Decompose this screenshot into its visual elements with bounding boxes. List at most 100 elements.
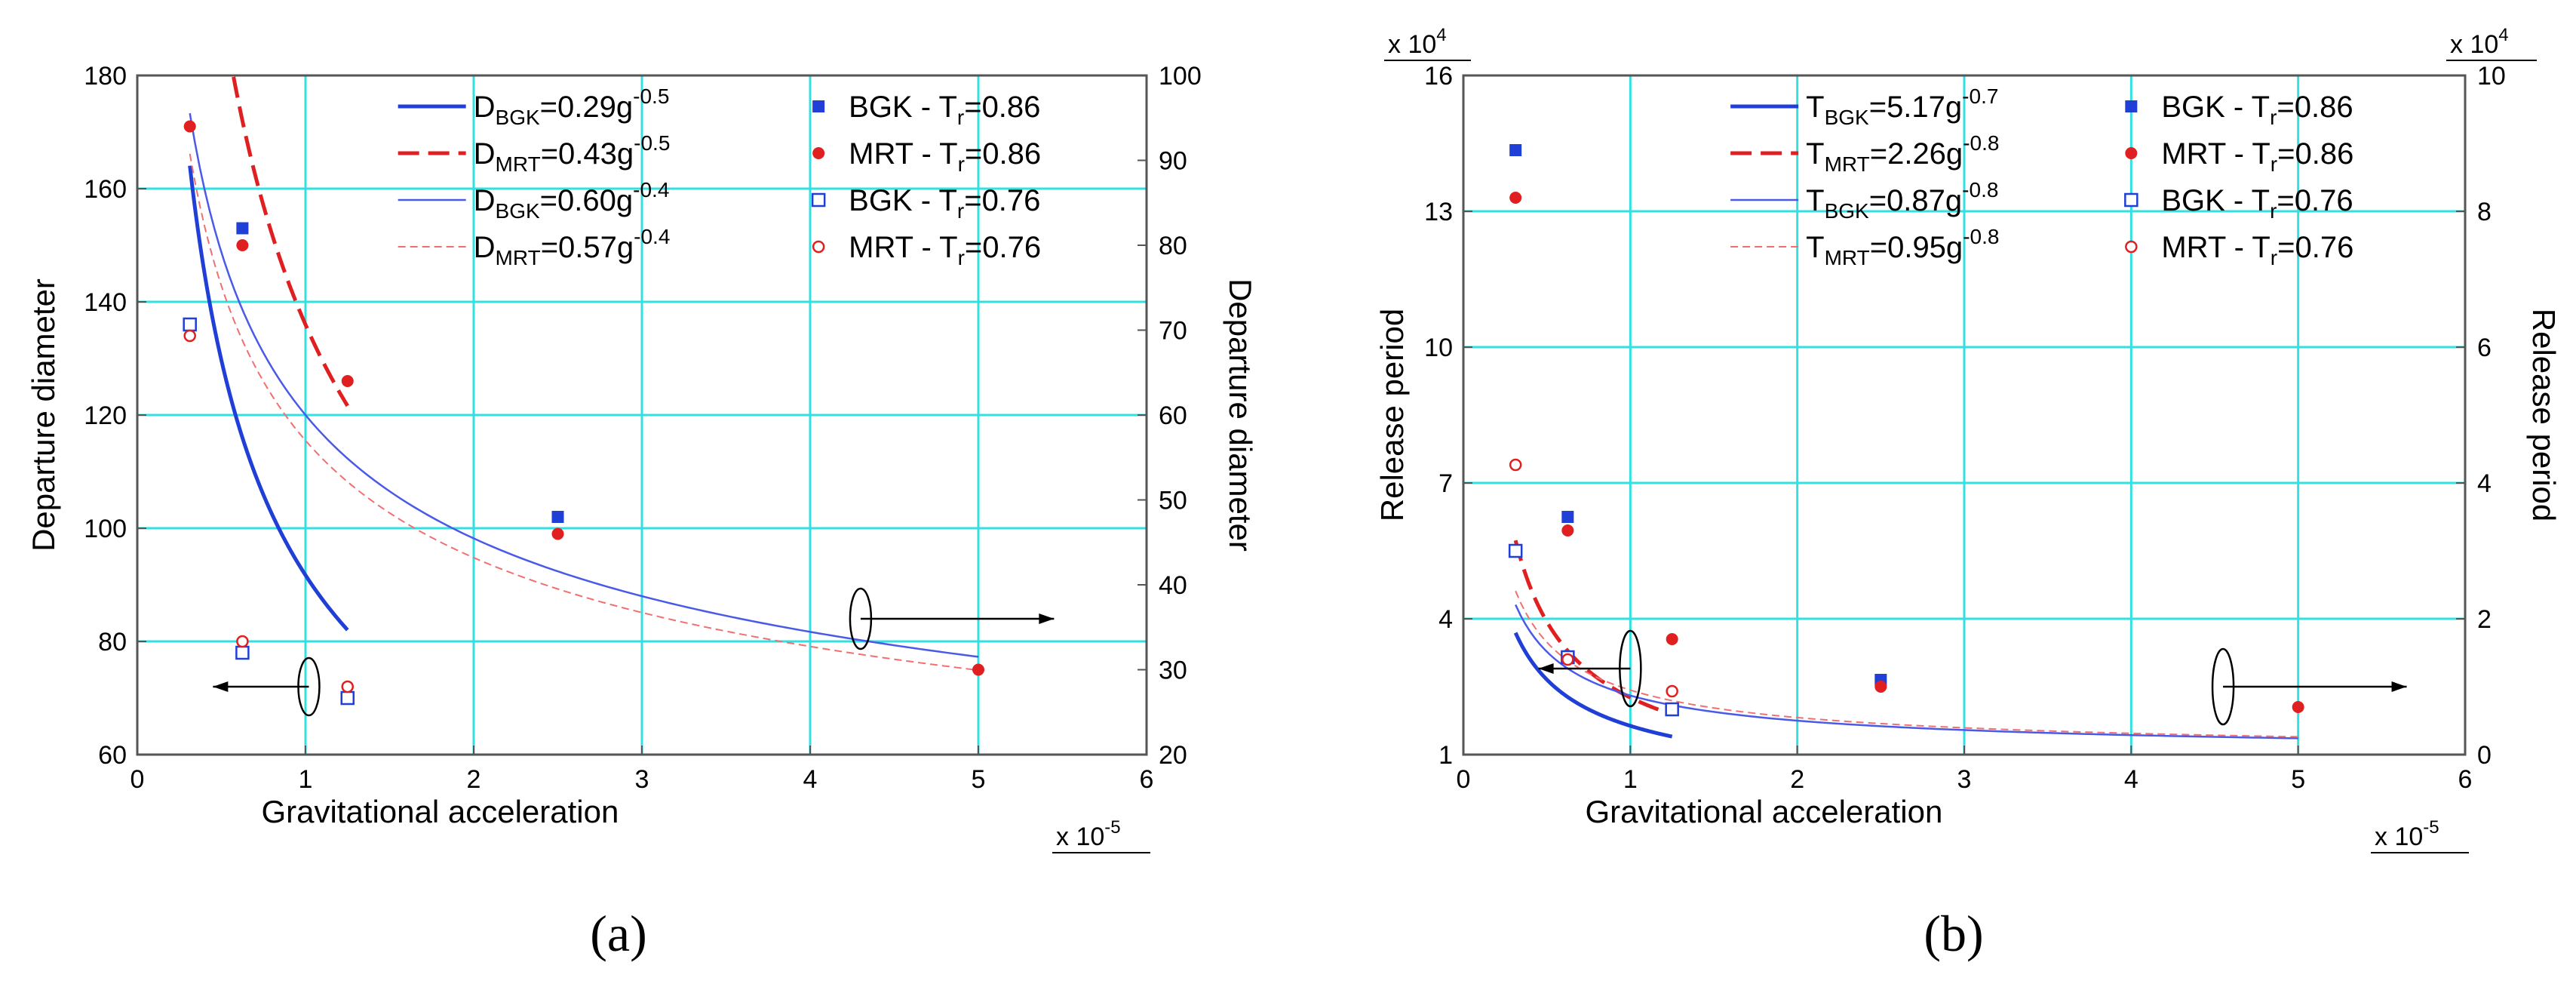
- legend-series-label: MRT - Tr=0.86: [2161, 137, 2353, 176]
- y-right-tick-label: 80: [1159, 232, 1187, 260]
- legend-fit-label: DBGK=0.29g-0.5: [474, 85, 670, 129]
- data-point-open-circle: [1509, 458, 1522, 472]
- y-left-multiplier: x 104: [1388, 25, 1447, 59]
- data-point-filled-circle: [1666, 633, 1678, 645]
- y-right-axis-title: Release period: [2526, 309, 2562, 522]
- legend-marker: [811, 192, 826, 208]
- data-point-open-square: [235, 645, 250, 660]
- y-left-tick-label: 80: [98, 628, 127, 657]
- x-axis-title: Gravitational acceleration: [1585, 794, 1942, 829]
- x-tick-label: 0: [1457, 765, 1471, 794]
- y-left-axis-title: Release period: [1374, 309, 1410, 522]
- data-point-filled-circle: [551, 527, 564, 540]
- x-tick-label: 6: [2458, 765, 2473, 794]
- legend-marker: [812, 240, 825, 254]
- fit-curve-mrt-right: [1515, 590, 2298, 738]
- legend-fit-label: DBGK=0.60g-0.4: [474, 178, 670, 223]
- plot-area: [183, 75, 984, 706]
- fit-curve-bgk-right: [1515, 604, 2298, 740]
- data-point-open-square: [183, 317, 197, 332]
- fit-curve-mrt-left: [1513, 540, 1673, 716]
- legend-marker: [2125, 240, 2138, 254]
- y-left-tick-label: 13: [1424, 198, 1453, 226]
- y-left-tick-label: 140: [84, 288, 127, 317]
- axis-indicator-arrowhead: [1538, 663, 1554, 674]
- legend-series-label: BGK - Tr=0.76: [849, 184, 1040, 223]
- y-right-axis-title: Departure diameter: [1223, 278, 1258, 552]
- data-point-open-circle: [183, 329, 196, 343]
- fit-curve-bgk-right: [189, 112, 979, 658]
- y-right-tick-label: 6: [2477, 334, 2492, 362]
- legend-marker: [812, 147, 825, 159]
- data-point-open-square: [340, 690, 355, 706]
- chart-panel-a: 0 1 2 3 4 5 6 60 80 100 120 140 160 180 20 30 40 50 60 70 80…: [26, 62, 1258, 962]
- axis-indicator-arrowhead: [1039, 613, 1055, 624]
- x-tick-label: 3: [635, 765, 649, 794]
- data-point-filled-circle: [1509, 192, 1522, 204]
- x-tick-label: 2: [1790, 765, 1804, 794]
- y-left-tick-label: 60: [98, 741, 127, 770]
- y-left-tick-label: 160: [84, 175, 127, 204]
- x-tick-label: 4: [2124, 765, 2138, 794]
- y-left-tick-label: 120: [84, 401, 127, 430]
- legend-series-label: BGK - Tr=0.86: [2161, 91, 2353, 129]
- legend-fit-label: DMRT=0.43g-0.5: [474, 131, 671, 176]
- x-tick-label: 1: [299, 765, 313, 794]
- data-point-open-circle: [236, 635, 249, 648]
- y-right-tick-label: 0: [2477, 741, 2492, 770]
- x-tick-label: 5: [972, 765, 986, 794]
- legend-fit-label: TBGK=5.17g-0.7: [1806, 85, 1998, 129]
- legend-marker: [812, 100, 825, 112]
- x-tick-label: 6: [1140, 765, 1154, 794]
- data-point-filled-circle: [2292, 701, 2304, 713]
- x-tick-label: 0: [130, 765, 145, 794]
- x-multiplier: x 10-5: [1056, 817, 1121, 851]
- panel-caption: (a): [590, 905, 646, 962]
- y-right-tick-label: 60: [1159, 401, 1187, 430]
- data-point-filled-circle: [341, 375, 354, 387]
- data-point-open-square: [1508, 543, 1523, 558]
- legend-marker: [2125, 100, 2138, 112]
- x-multiplier: x 10-5: [2375, 817, 2439, 851]
- y-right-tick-label: 40: [1159, 571, 1187, 600]
- data-point-filled-circle: [183, 120, 196, 133]
- legend-fit-label: TMRT=2.26g-0.8: [1806, 131, 1999, 176]
- data-point-filled-circle: [1561, 524, 1574, 537]
- plot-area: [1508, 144, 2304, 740]
- y-left-tick-label: 100: [84, 515, 127, 543]
- data-point-filled-square: [1561, 511, 1574, 523]
- data-point-filled-circle: [236, 239, 249, 251]
- y-right-tick-label: 4: [2477, 469, 2492, 498]
- y-right-tick-label: 50: [1159, 487, 1187, 515]
- panel-caption: (b): [1924, 905, 1983, 962]
- data-point-filled-square: [236, 222, 249, 235]
- y-left-tick-label: 1: [1438, 741, 1453, 770]
- x-tick-label: 3: [1957, 765, 1972, 794]
- legend-marker: [2124, 192, 2138, 208]
- y-right-multiplier: x 104: [2450, 25, 2509, 59]
- fit-curve-bgk-left: [188, 165, 349, 632]
- data-point-filled-square: [1509, 144, 1522, 156]
- y-right-tick-label: 2: [2477, 605, 2492, 634]
- y-right-tick-label: 30: [1159, 657, 1187, 685]
- x-tick-label: 2: [467, 765, 481, 794]
- y-left-tick-label: 16: [1424, 62, 1453, 91]
- y-left-tick-label: 4: [1438, 605, 1453, 634]
- y-left-tick-label: 10: [1424, 334, 1453, 362]
- data-point-open-circle: [1666, 684, 1678, 698]
- legend-fit-label: TBGK=0.87g-0.8: [1806, 178, 1998, 223]
- legend-series-label: MRT - Tr=0.86: [849, 137, 1041, 176]
- data-point-filled-square: [551, 511, 564, 523]
- x-axis-title: Gravitational acceleration: [261, 794, 619, 829]
- y-right-tick-label: 8: [2477, 198, 2492, 226]
- y-right-tick-label: 90: [1159, 147, 1187, 176]
- legend-marker: [2125, 147, 2138, 159]
- y-left-tick-label: 180: [84, 62, 127, 91]
- fit-curve-mrt-left: [231, 75, 349, 407]
- legend-fit-label: TMRT=0.95g-0.8: [1806, 225, 1999, 269]
- axis-indicator-arrowhead: [213, 681, 229, 692]
- y-left-axis-title: Departure diameter: [26, 278, 61, 552]
- x-tick-label: 1: [1623, 765, 1638, 794]
- x-tick-label: 5: [2291, 765, 2305, 794]
